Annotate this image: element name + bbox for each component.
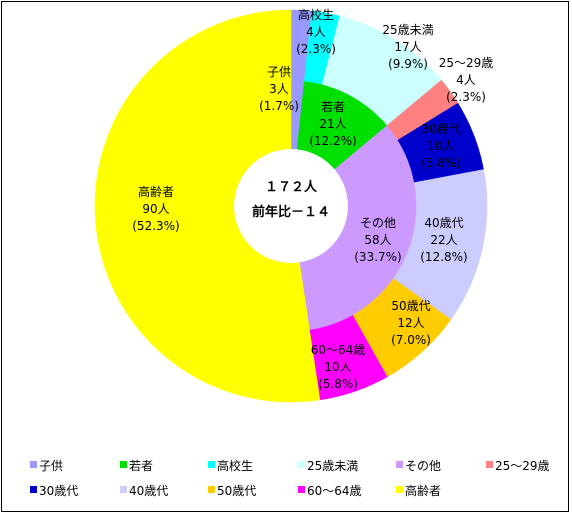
legend-label-10: 高齢者 (405, 483, 441, 498)
inner-label-3-line-0: 高齢者 (138, 184, 174, 199)
legend-swatch-3 (298, 461, 305, 468)
outer-label-2-line-0: 25歳未満 (382, 23, 433, 37)
inner-label-0-line-1: 3人 (269, 82, 289, 96)
legend-label-0: 子供 (39, 459, 63, 473)
inner-label-3-line-2: (52.3%) (132, 219, 179, 233)
outer-label-5-line-0: 40歳代 (424, 216, 463, 230)
inner-label-3-line-1: 90人 (142, 202, 169, 216)
legend-label-7: 40歳代 (129, 484, 168, 498)
legend-swatch-8 (208, 486, 215, 493)
inner-label-2-line-0: その他 (360, 216, 396, 230)
outer-label-6-line-1: 12人 (397, 316, 424, 330)
legend-swatch-1 (120, 461, 127, 468)
legend-label-3: 25歳未満 (307, 459, 358, 473)
legend-label-1: 若者 (129, 459, 153, 473)
slice-labels: 子供 3人 (1.7%) 若者 21人 (12.2%) その他 58人 (33.7%) 高齢者 90… (132, 7, 493, 391)
outer-label-3-line-1: 4人 (456, 73, 476, 87)
inner-label-2-line-1: 58人 (364, 233, 391, 247)
legend-swatch-0 (30, 461, 37, 468)
inner-label-2-line-2: (33.7%) (354, 250, 401, 264)
legend-label-9: 60～64歳 (307, 484, 362, 498)
outer-ring (94, 9, 488, 403)
outer-label-4-line-0: 30歳代 (421, 122, 460, 136)
legend-swatch-5 (486, 461, 493, 468)
inner-label-1-line-2: (12.2%) (309, 134, 356, 148)
inner-label-0-line-0: 子供 (267, 65, 291, 79)
legend-label-5: 25～29歳 (495, 459, 550, 473)
legend-label-6: 30歳代 (39, 484, 78, 498)
inner-label-1-line-1: 21人 (319, 117, 346, 131)
legend-swatch-2 (208, 461, 215, 468)
legend-label-8: 50歳代 (217, 484, 256, 498)
outer-label-1-line-2: (2.3%) (296, 42, 336, 56)
legend-swatch-6 (30, 486, 37, 493)
inner-label-0-line-2: (1.7%) (259, 99, 299, 113)
center-change: 前年比－１４ (252, 204, 330, 220)
outer-label-7-line-0: 60～64歳 (311, 343, 366, 357)
outer-label-2-line-1: 17人 (394, 40, 421, 54)
legend-label-2: 高校生 (217, 458, 253, 473)
outer-label-5-line-1: 22人 (430, 233, 457, 247)
inner-label-1-line-0: 若者 (321, 100, 345, 114)
legend-swatch-4 (396, 461, 403, 468)
outer-label-3-line-0: 25～29歳 (439, 56, 494, 70)
legend-swatch-10 (396, 486, 403, 493)
center-total: １７２人 (265, 179, 318, 195)
outer-label-3-line-2: (2.3%) (446, 90, 486, 104)
center-hole (234, 149, 348, 263)
outer-label-6-line-2: (7.0%) (391, 333, 431, 347)
outer-label-2-line-2: (9.9%) (388, 57, 428, 71)
outer-label-1-line-1: 4人 (306, 25, 326, 39)
legend-label-4: その他 (405, 459, 441, 473)
outer-label-7-line-1: 10人 (324, 360, 351, 374)
outer-label-5-line-2: (12.8%) (420, 250, 467, 264)
legend-swatch-7 (120, 486, 127, 493)
outer-label-4-line-1: 10人 (427, 139, 454, 153)
outer-label-4-line-2: (5.8%) (421, 156, 461, 170)
outer-label-7-line-2: (5.8%) (318, 377, 358, 391)
legend: 子供 若者 高校生 25歳未満 その他 25～29歳 30歳代 40歳代 50歳代 60～64歳 高… (30, 458, 550, 498)
outer-label-1-line-0: 高校生 (298, 7, 334, 22)
outer-label-6-line-0: 50歳代 (391, 299, 430, 313)
inner-ring (165, 80, 417, 332)
legend-swatch-9 (298, 486, 305, 493)
